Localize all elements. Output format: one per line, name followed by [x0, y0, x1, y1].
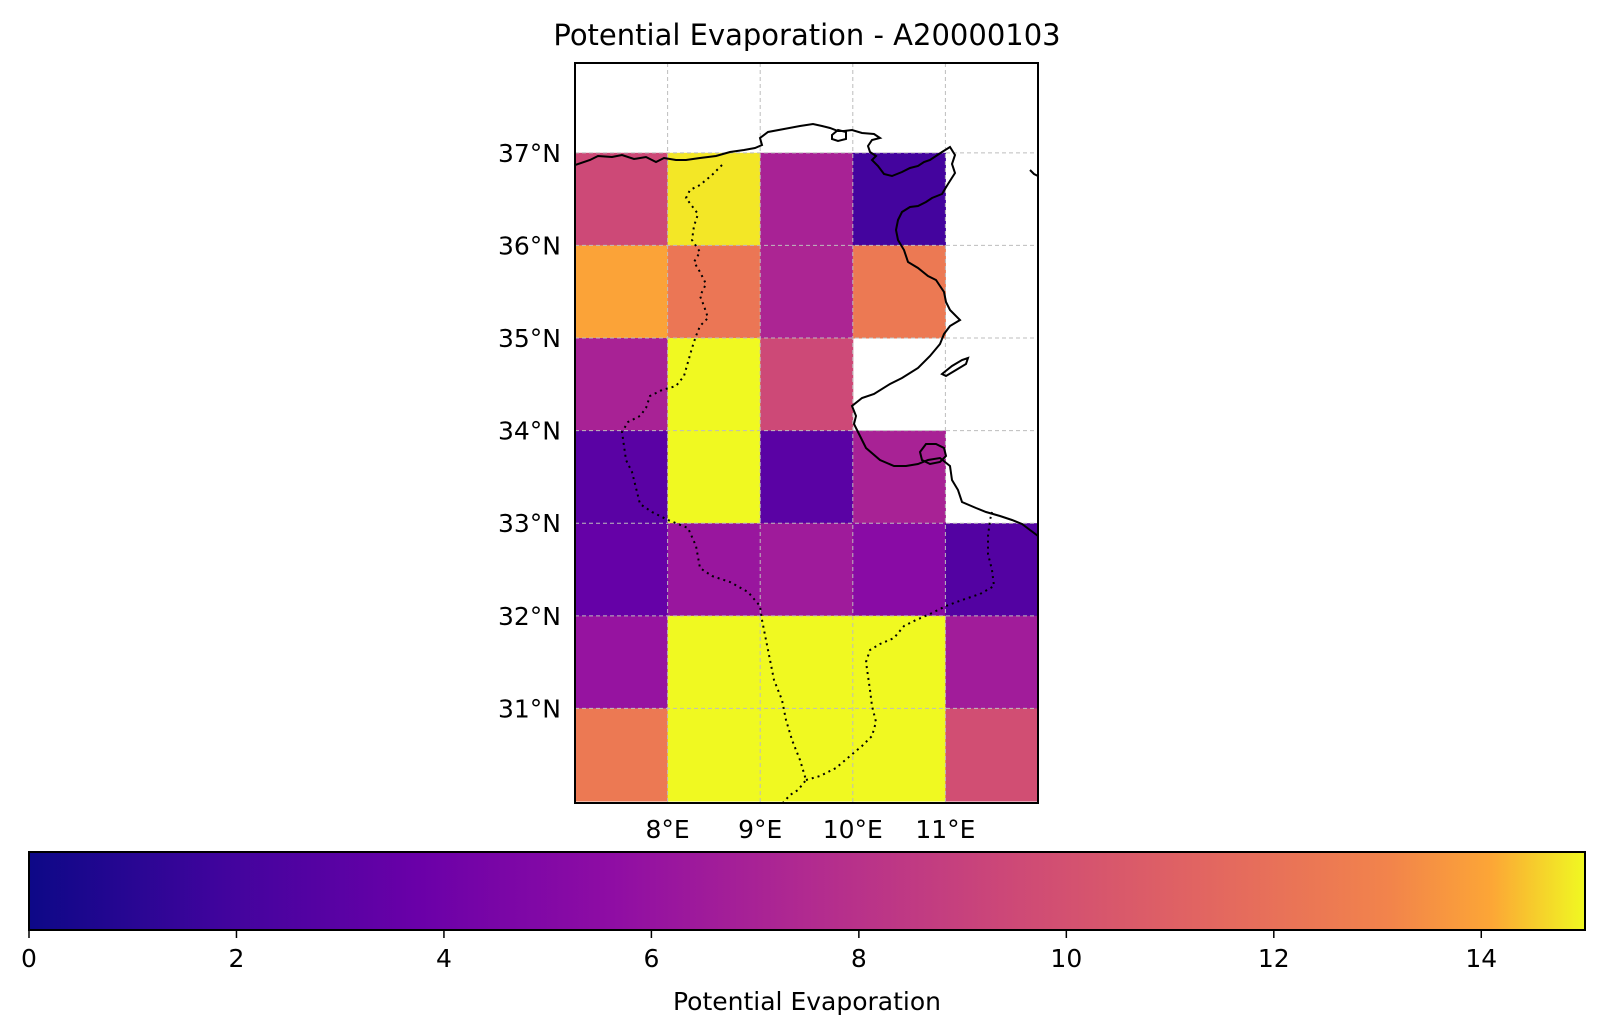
heatmap-cell — [852, 615, 946, 709]
y-tick-labels: 37°N 36°N 35°N 34°N 33°N 32°N 31°N — [498, 139, 561, 724]
x-tick-label: 9°E — [738, 815, 782, 844]
heatmap-cell — [760, 245, 854, 339]
y-tick-label: 35°N — [498, 324, 561, 353]
heatmap-cell — [852, 523, 946, 617]
coastline — [1029, 169, 1038, 177]
heatmap-cell — [667, 615, 761, 709]
heatmap-cells — [575, 152, 1039, 802]
y-tick-label: 33°N — [498, 509, 561, 538]
heatmap-cell — [667, 245, 761, 339]
y-tick-label: 34°N — [498, 417, 561, 446]
colorbar-tick-label: 14 — [1465, 944, 1497, 973]
heatmap-cell — [945, 523, 1039, 617]
heatmap-cell — [575, 152, 669, 246]
island-coastline — [831, 128, 847, 143]
colorbar-tick-label: 8 — [851, 944, 867, 973]
colorbar-label: Potential Evaporation — [673, 987, 941, 1016]
heatmap-cell — [760, 523, 854, 617]
colorbar-tick-label: 12 — [1258, 944, 1290, 973]
y-tick-label: 37°N — [498, 139, 561, 168]
coastline — [575, 122, 1038, 537]
x-tick-label: 10°E — [823, 815, 883, 844]
heatmap-cell — [852, 430, 946, 524]
heatmap-cell — [760, 152, 854, 246]
colorbar-tick-label: 0 — [21, 944, 37, 973]
island-coastline — [918, 443, 948, 466]
heatmap-cell — [575, 708, 669, 802]
country-border — [620, 164, 808, 803]
colorbar-tick-label: 4 — [436, 944, 452, 973]
heatmap-cell — [852, 152, 946, 246]
map-frame — [574, 62, 1039, 804]
heatmap-cell — [667, 152, 761, 246]
heatmap-cell — [852, 708, 946, 802]
heatmap-cell — [575, 430, 669, 524]
heatmap-cell — [667, 430, 761, 524]
heatmap-cell — [760, 615, 854, 709]
gridlines — [575, 63, 1038, 803]
heatmap-cell — [945, 615, 1039, 709]
heatmap-cell — [667, 708, 761, 802]
y-tick-label: 32°N — [498, 602, 561, 631]
x-tick-labels: 8°E 9°E 10°E 11°E — [645, 815, 975, 844]
chart-title: Potential Evaporation - A20000103 — [553, 18, 1060, 52]
heatmap-cell — [852, 245, 946, 339]
heatmap-cell — [575, 523, 669, 617]
y-tick-label: 31°N — [498, 694, 561, 723]
island-coastline — [940, 356, 970, 378]
colorbar — [28, 851, 1586, 931]
heatmap-cell — [667, 338, 761, 432]
x-tick-label: 11°E — [915, 815, 975, 844]
map-overlay — [575, 63, 1038, 803]
y-tick-label: 36°N — [498, 231, 561, 260]
heatmap-cell — [575, 338, 669, 432]
colorbar-tick-label: 10 — [1050, 944, 1082, 973]
colorbar-tick-label: 6 — [643, 944, 659, 973]
colorbar-tick-label: 2 — [229, 944, 245, 973]
heatmap-cell — [760, 708, 854, 802]
colorbar-ticks: 0 2 4 6 8 10 12 14 — [21, 930, 1497, 973]
heatmap-cell — [667, 523, 761, 617]
heatmap-cell — [760, 430, 854, 524]
heatmap-cell — [760, 338, 854, 432]
heatmap-cell — [575, 615, 669, 709]
x-tick-label: 8°E — [645, 815, 689, 844]
heatmap-cell — [945, 708, 1039, 802]
heatmap-cell — [575, 245, 669, 339]
